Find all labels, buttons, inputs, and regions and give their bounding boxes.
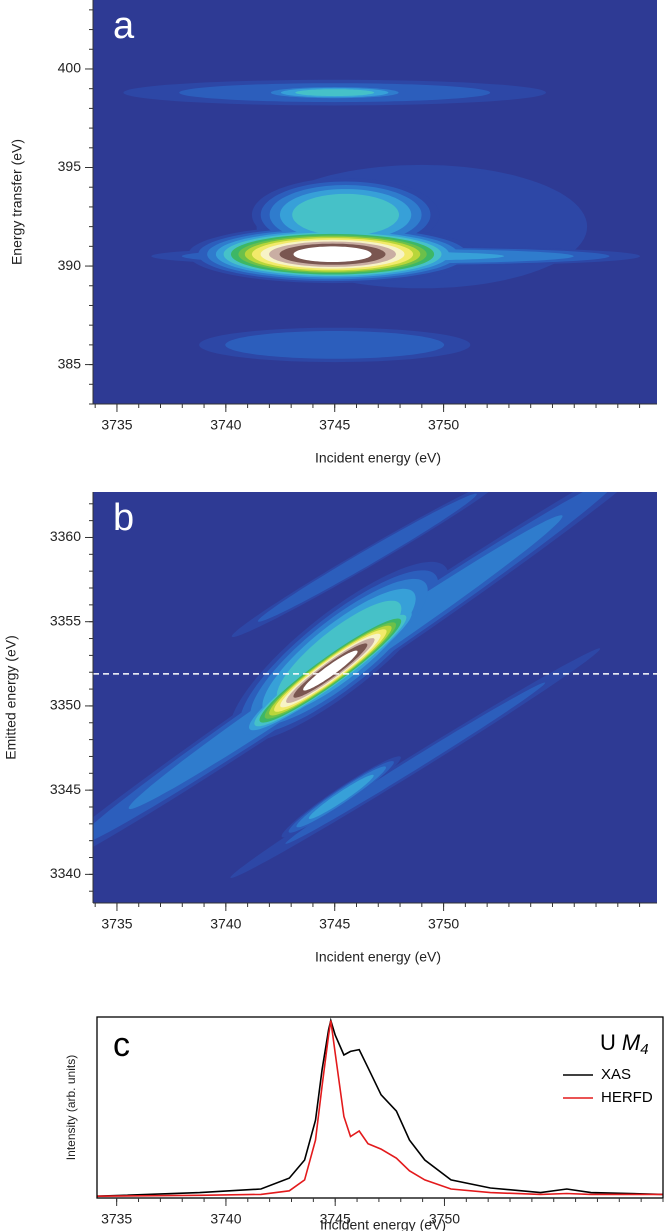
- y-tick-label: 395: [58, 158, 82, 174]
- x-tick-label: 3740: [210, 417, 241, 433]
- x-tick-label: 3735: [101, 1211, 132, 1227]
- annotation: U M4: [600, 1030, 649, 1058]
- legend-label: HERFD: [601, 1089, 653, 1106]
- annotation-element: U: [600, 1030, 616, 1055]
- series-line: [97, 1020, 663, 1197]
- contour-band: [257, 493, 477, 622]
- plot-frame: [96, 1016, 664, 1199]
- y-axis-label: Emitted energy (eV): [3, 635, 19, 760]
- y-tick-label: 3355: [50, 612, 81, 628]
- x-tick-label: 3750: [428, 417, 459, 433]
- x-tick-label: 3735: [101, 417, 132, 433]
- x-tick-label: 3745: [319, 916, 350, 932]
- panel-label: c: [113, 1026, 130, 1064]
- y-axis-label: Energy transfer (eV): [9, 139, 25, 265]
- x-tick-label: 3740: [210, 916, 241, 932]
- contour-band: [293, 246, 372, 262]
- contour-band: [303, 650, 358, 691]
- y-tick-label: 3360: [50, 528, 81, 544]
- y-tick-label: 390: [58, 257, 82, 273]
- legend-label: XAS: [601, 1066, 631, 1083]
- annotation-edge: M: [622, 1030, 641, 1055]
- contour-band: [292, 193, 399, 236]
- y-tick-label: 3350: [50, 697, 81, 713]
- y-tick-label: 3340: [50, 865, 81, 881]
- plot-area: [93, 492, 657, 903]
- contour-band: [285, 682, 546, 844]
- panel-label: a: [113, 5, 135, 47]
- y-tick-label: 385: [58, 355, 82, 371]
- x-axis-label: Incident energy (eV): [315, 450, 441, 466]
- x-tick-label: 3740: [210, 1211, 241, 1227]
- x-axis-label: Incident energy (eV): [320, 1217, 446, 1231]
- y-tick-label: 3345: [50, 781, 81, 797]
- contour-band: [308, 774, 374, 819]
- x-tick-label: 3750: [428, 916, 459, 932]
- contour-band: [295, 89, 375, 97]
- y-tick-label: 400: [58, 60, 82, 76]
- x-tick-label: 3750: [429, 1211, 460, 1227]
- plot-area: [97, 1017, 663, 1197]
- series-line: [97, 1017, 663, 1197]
- contour-band: [225, 331, 445, 359]
- y-axis-label: Intensity (arb. units): [64, 1055, 78, 1160]
- x-tick-label: 3745: [320, 1211, 351, 1227]
- plot-area: [93, 0, 657, 404]
- x-tick-label: 3745: [319, 417, 350, 433]
- panel-label: b: [113, 497, 134, 539]
- annotation-sub: 4: [640, 1041, 648, 1058]
- x-axis-label: Incident energy (eV): [315, 949, 441, 965]
- x-tick-label: 3735: [101, 916, 132, 932]
